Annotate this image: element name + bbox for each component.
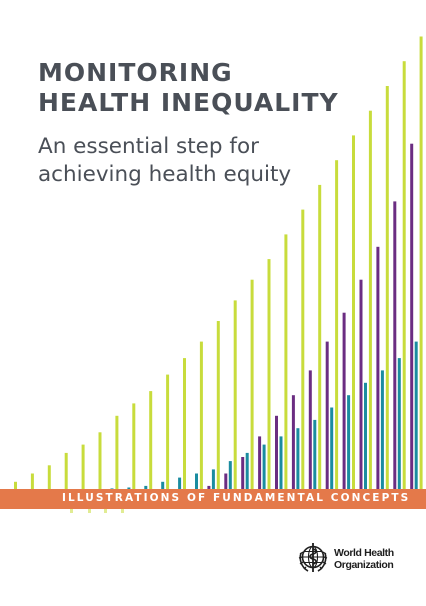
title-line-2: HEALTH INEQUALITY (38, 88, 339, 117)
bar-teal-23 (397, 358, 401, 490)
bar-purple-21 (359, 279, 363, 490)
bar-teal-13 (228, 461, 232, 490)
who-wordmark-line-1: World Health (334, 547, 394, 559)
bar-green-12 (199, 341, 203, 490)
bar-purple-17 (291, 395, 295, 490)
bar-green-4 (64, 452, 68, 490)
bar-teal-7 (127, 487, 131, 490)
bar-green-1 (14, 481, 17, 490)
bar-teal-10 (178, 477, 182, 490)
bar-teal-12 (211, 469, 215, 490)
bar-green-5 (81, 444, 85, 490)
bar-green-25 (419, 36, 423, 490)
bar-green-17 (284, 234, 288, 490)
bar-purple-13 (224, 473, 228, 490)
bar-purple-22 (376, 246, 380, 490)
bar-green-23 (385, 86, 389, 490)
bar-green-14 (233, 300, 237, 490)
bar-green-20 (335, 160, 339, 490)
bar-purple-14 (241, 457, 245, 490)
subtitle-line-2: achieving health equity (38, 162, 292, 187)
bar-teal-14 (245, 452, 249, 490)
bar-teal-8 (144, 485, 148, 490)
bar-teal-20 (347, 395, 351, 490)
bar-green-8 (132, 403, 136, 490)
who-wordmark: World Health Organization (334, 547, 394, 571)
concepts-band: ILLUSTRATIONS OF FUNDAMENTAL CONCEPTS (0, 489, 426, 509)
bar-teal-9 (161, 481, 165, 490)
bar-purple-23 (393, 201, 397, 490)
bar-green-3 (47, 465, 51, 490)
bar-purple-16 (275, 415, 278, 490)
bar-teal-21 (364, 382, 367, 490)
subtitle-line-1: An essential step for (38, 134, 259, 159)
bar-green-22 (368, 110, 372, 490)
bar-green-7 (115, 415, 119, 490)
bar-purple-24 (410, 143, 414, 490)
bar-green-6 (98, 432, 102, 490)
bar-green-15 (250, 279, 254, 490)
bar-purple-19 (325, 341, 329, 490)
bar-green-19 (318, 184, 322, 490)
bar-green-16 (267, 259, 271, 490)
bar-purple-20 (342, 312, 346, 490)
bar-green-10 (166, 374, 170, 490)
bar-teal-16 (279, 436, 283, 490)
who-emblem-icon (298, 543, 328, 572)
bar-green-18 (301, 209, 305, 490)
bar-teal-11 (195, 473, 198, 490)
bar-reflection-strip (70, 509, 124, 513)
bar-green-9 (149, 391, 153, 490)
bar-teal-15 (262, 444, 266, 490)
bar-purple-12 (207, 485, 211, 490)
bar-teal-18 (313, 419, 317, 490)
bar-purple-15 (258, 436, 262, 490)
concepts-band-label: ILLUSTRATIONS OF FUNDAMENTAL CONCEPTS (62, 492, 411, 504)
who-wordmark-line-2: Organization (334, 559, 394, 571)
bar-green-24 (402, 61, 406, 490)
bar-green-13 (216, 321, 220, 490)
title-line-1: MONITORING (38, 58, 233, 87)
rising-bars-icon (14, 36, 423, 490)
who-logo: World Health Organization (296, 541, 406, 577)
bar-green-21 (352, 135, 355, 490)
bar-teal-24 (414, 341, 418, 490)
bar-green-2 (30, 473, 34, 490)
bar-teal-17 (296, 428, 300, 490)
bar-green-11 (183, 358, 186, 490)
bar-teal-22 (380, 370, 384, 490)
bar-purple-18 (308, 370, 312, 490)
bar-teal-19 (330, 407, 334, 490)
